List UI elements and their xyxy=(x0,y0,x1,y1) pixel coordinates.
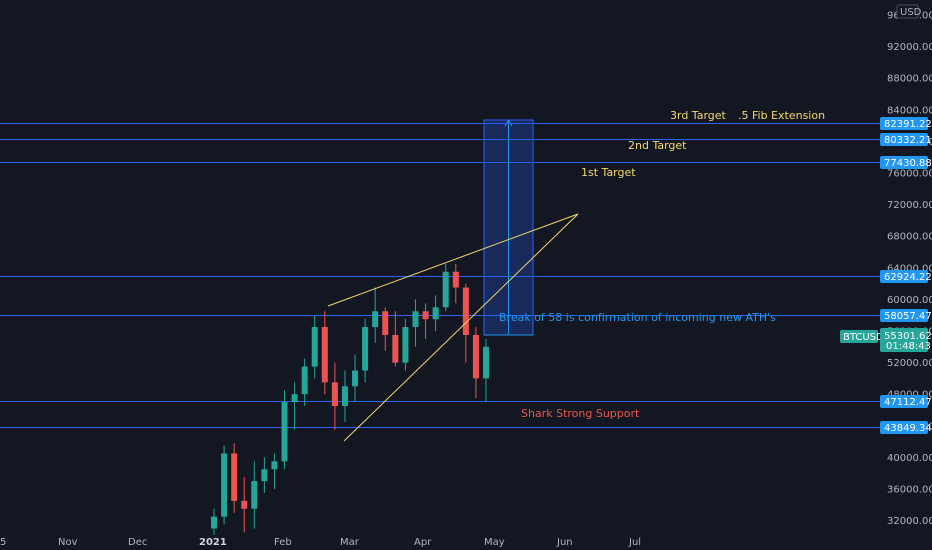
y-tick-label: 64000.00 xyxy=(887,263,932,274)
candle-body xyxy=(291,394,298,403)
candle-body xyxy=(261,469,268,482)
x-tick-label: Jul xyxy=(628,537,641,548)
price-level-label: 80332.21 xyxy=(884,135,932,146)
candle-body xyxy=(392,334,399,363)
level-labels-layer: 82391.22 80332.21 77430.88 62924.22 58057.47… xyxy=(880,117,932,434)
y-tick-label: 32000.00 xyxy=(887,516,932,527)
candle-body xyxy=(211,516,217,529)
candle-body xyxy=(281,402,288,462)
price-level-label-bg xyxy=(880,421,928,434)
price-level-label: 82391.22 xyxy=(884,119,932,130)
currency-label: USD xyxy=(900,7,922,18)
candle-body xyxy=(301,366,308,395)
y-tick-label: 84000.00 xyxy=(887,105,932,116)
price-level-label-bg xyxy=(880,270,928,283)
time-axis[interactable]: 5 Nov Dec 2021 Feb Mar Apr May Jun Jul xyxy=(0,537,641,548)
candle-body xyxy=(341,386,348,407)
price-level-label-bg xyxy=(880,133,928,146)
candle-body xyxy=(462,287,469,335)
y-tick-label: 52000.00 xyxy=(887,358,932,369)
price-level-label: 58057.47 xyxy=(884,311,932,322)
candle-body xyxy=(372,311,379,328)
levels-layer xyxy=(0,123,880,428)
wedge-lower-line xyxy=(343,213,579,442)
candle-body xyxy=(412,311,419,328)
x-tick-label: 5 xyxy=(0,537,6,548)
candle-body xyxy=(472,334,479,379)
candle-body xyxy=(251,481,258,509)
price-level-label: 62924.22 xyxy=(884,272,932,283)
candle-body xyxy=(432,307,439,320)
x-tick-label: Nov xyxy=(58,537,78,548)
annotation-break-confirmation: Break of 58 is confirmation of incoming … xyxy=(499,311,776,324)
candle-body xyxy=(352,370,359,387)
candle-body xyxy=(241,500,248,509)
price-level-label: 77430.88 xyxy=(884,158,932,169)
price-level-label: 43849.34 xyxy=(884,423,932,434)
price-level-label-bg xyxy=(880,156,928,169)
candle-body xyxy=(362,327,369,371)
y-tick-label: 40000.00 xyxy=(887,453,932,464)
candle-body xyxy=(271,461,278,470)
last-price-value: 55301.62 xyxy=(884,331,932,342)
candle-body xyxy=(311,327,318,367)
candle-body xyxy=(382,311,389,335)
wedge-upper-line xyxy=(327,213,579,307)
last-price-tag xyxy=(880,328,928,352)
y-tick-label: 76000.00 xyxy=(887,169,932,180)
price-level-label-bg xyxy=(880,117,928,130)
y-tick-label: 92000.00 xyxy=(887,42,932,53)
y-tick-label: 60000.00 xyxy=(887,295,932,306)
x-tick-label: May xyxy=(484,537,505,548)
x-tick-label: Mar xyxy=(340,537,360,548)
x-tick-label: Dec xyxy=(128,537,147,548)
candle-body xyxy=(321,327,328,383)
candle-body xyxy=(422,311,429,320)
annotation-1st-target: 1st Target xyxy=(581,166,636,179)
price-level-label: 47112.47 xyxy=(884,397,932,408)
annotation-fib-extension: .5 Fib Extension xyxy=(738,109,825,122)
annotation-2nd-target: 2nd Target xyxy=(628,139,687,152)
x-tick-label: Feb xyxy=(274,537,292,548)
price-level-label-bg xyxy=(880,309,928,322)
candle-body xyxy=(452,271,459,288)
annotation-3rd-target: 3rd Target xyxy=(670,109,727,122)
x-tick-label: Apr xyxy=(414,537,432,548)
y-tick-label: 72000.00 xyxy=(887,200,932,211)
candle-body xyxy=(331,382,338,407)
candle-countdown: 01:48:43 xyxy=(886,341,931,352)
y-tick-label: 88000.00 xyxy=(887,74,932,85)
y-tick-label: 36000.00 xyxy=(887,485,932,496)
currency-badge[interactable] xyxy=(896,4,919,19)
price-level-label-bg xyxy=(880,395,928,408)
candle-body xyxy=(442,271,449,308)
candle-body xyxy=(221,453,228,517)
symbol-tag xyxy=(840,330,878,343)
symbol-tag-text: BTCUSD xyxy=(843,332,884,343)
candle-body xyxy=(402,327,409,363)
candles-layer xyxy=(211,263,489,535)
x-tick-label: Jun xyxy=(556,537,573,548)
y-tick-label: 68000.00 xyxy=(887,232,932,243)
annotation-support: Shark Strong Support xyxy=(521,407,640,420)
candle-body xyxy=(483,346,489,379)
candle-body xyxy=(231,453,238,501)
x-tick-label: 2021 xyxy=(199,537,227,548)
